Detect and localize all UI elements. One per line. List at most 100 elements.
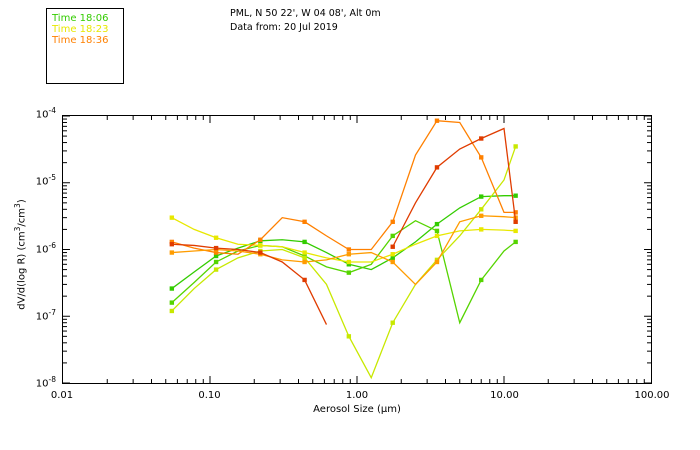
series-marker	[213, 253, 219, 259]
legend-box: Time 18:06 Time 18:23 Time 18:36	[46, 8, 124, 84]
y-tick-label-0: 10-4	[14, 107, 56, 121]
series-marker	[346, 262, 352, 267]
x-axis-title: Aerosol Size (μm)	[313, 404, 401, 415]
series-marker	[346, 247, 352, 252]
series-marker	[513, 228, 518, 234]
legend-entry-0: Time 18:06	[52, 13, 109, 24]
x-tick-label-2: 1.00	[345, 390, 369, 401]
series-marker	[479, 155, 484, 160]
series-marker	[213, 259, 219, 265]
series-line	[171, 195, 516, 290]
series-marker	[258, 243, 263, 248]
series-marker	[390, 259, 395, 265]
series-line	[171, 120, 516, 255]
legend-entry-2: Time 18:36	[52, 35, 109, 46]
series-marker	[434, 233, 440, 239]
y-tick-mantissa: 10	[35, 176, 49, 188]
series-marker	[346, 259, 352, 265]
y-tick-label-4: 10-8	[14, 376, 56, 390]
y-tick-label-2: 10-6	[14, 240, 56, 255]
x-tick-label-0: 0.01	[50, 390, 74, 401]
series-marker	[513, 219, 518, 224]
series-marker	[479, 213, 484, 218]
series-1	[169, 219, 518, 325]
series-marker	[390, 255, 395, 261]
series-marker	[169, 242, 175, 247]
title-line-location: PML, N 50 22', W 04 08', Alt 0m	[230, 8, 381, 19]
series-marker	[346, 334, 352, 339]
series-marker	[434, 118, 440, 123]
y-tick-exponent: -6	[48, 240, 56, 250]
series-marker	[513, 193, 518, 198]
series-marker	[479, 207, 484, 212]
series-marker	[213, 245, 219, 251]
series-marker	[169, 286, 175, 291]
series-marker	[390, 244, 395, 249]
series-marker	[513, 210, 518, 215]
x-tick-label-1: 0.10	[198, 390, 221, 401]
series-marker	[213, 235, 219, 240]
y-tick-exponent: -4	[48, 106, 56, 116]
series-marker	[258, 250, 263, 255]
y-axis-title-sup-2: 3	[13, 203, 23, 208]
legend-entry-1: Time 18:23	[52, 24, 109, 35]
y-tick-label-1: 10-5	[14, 174, 56, 188]
x-tick-label-4: 100.00	[634, 390, 670, 401]
series-marker	[346, 270, 352, 275]
series-marker	[479, 136, 484, 141]
plot-frame	[62, 115, 652, 384]
chart-title-block: PML, N 50 22', W 04 08', Alt 0m Data fro…	[230, 7, 381, 35]
series-marker	[390, 252, 395, 257]
y-tick-mantissa: 10	[35, 244, 49, 255]
series-line	[171, 243, 328, 325]
plot-canvas	[63, 116, 651, 383]
y-axis-title-mid: /cm	[16, 207, 28, 227]
series-marker	[258, 237, 263, 242]
series-marker	[169, 300, 175, 305]
y-tick-mantissa: 10	[35, 311, 49, 323]
series-marker	[302, 219, 307, 224]
y-tick-mantissa: 10	[35, 109, 49, 121]
y-tick-exponent: -8	[48, 375, 56, 385]
series-4	[169, 118, 518, 255]
series-marker	[346, 252, 352, 257]
y-tick-mantissa: 10	[35, 378, 49, 390]
series-marker	[513, 239, 518, 245]
series-marker	[434, 259, 440, 265]
series-marker	[213, 250, 219, 255]
series-marker	[302, 250, 307, 255]
y-tick-exponent: -7	[48, 307, 56, 317]
series-marker	[479, 277, 484, 283]
y-axis-title-sup-1: 3	[13, 226, 23, 232]
series-marker	[434, 165, 440, 170]
series-marker	[479, 194, 484, 199]
series-marker	[390, 219, 395, 224]
series-marker	[390, 320, 395, 325]
series-marker	[169, 239, 175, 245]
y-axis-title-post: )	[16, 199, 28, 204]
series-marker	[302, 255, 307, 261]
series-6	[169, 127, 518, 325]
series-marker	[390, 233, 395, 239]
series-marker	[169, 215, 175, 220]
title-line-date: Data from: 20 Jul 2019	[230, 22, 338, 33]
series-marker	[169, 250, 175, 255]
series-marker	[513, 144, 518, 149]
series-marker	[302, 277, 307, 283]
x-tick-label-3: 10.00	[490, 390, 519, 401]
series-marker	[302, 239, 307, 245]
series-marker	[213, 267, 219, 272]
y-tick-exponent: -5	[48, 173, 56, 183]
series-line	[171, 219, 517, 325]
series-marker	[302, 259, 307, 265]
series-marker	[169, 308, 175, 314]
y-tick-label-3: 10-7	[14, 307, 56, 323]
series-marker	[434, 221, 440, 227]
series-marker	[479, 227, 484, 232]
series-line	[392, 127, 517, 248]
series-0	[169, 193, 518, 291]
series-marker	[434, 228, 440, 234]
series-2	[169, 215, 518, 265]
series-line	[171, 215, 516, 286]
